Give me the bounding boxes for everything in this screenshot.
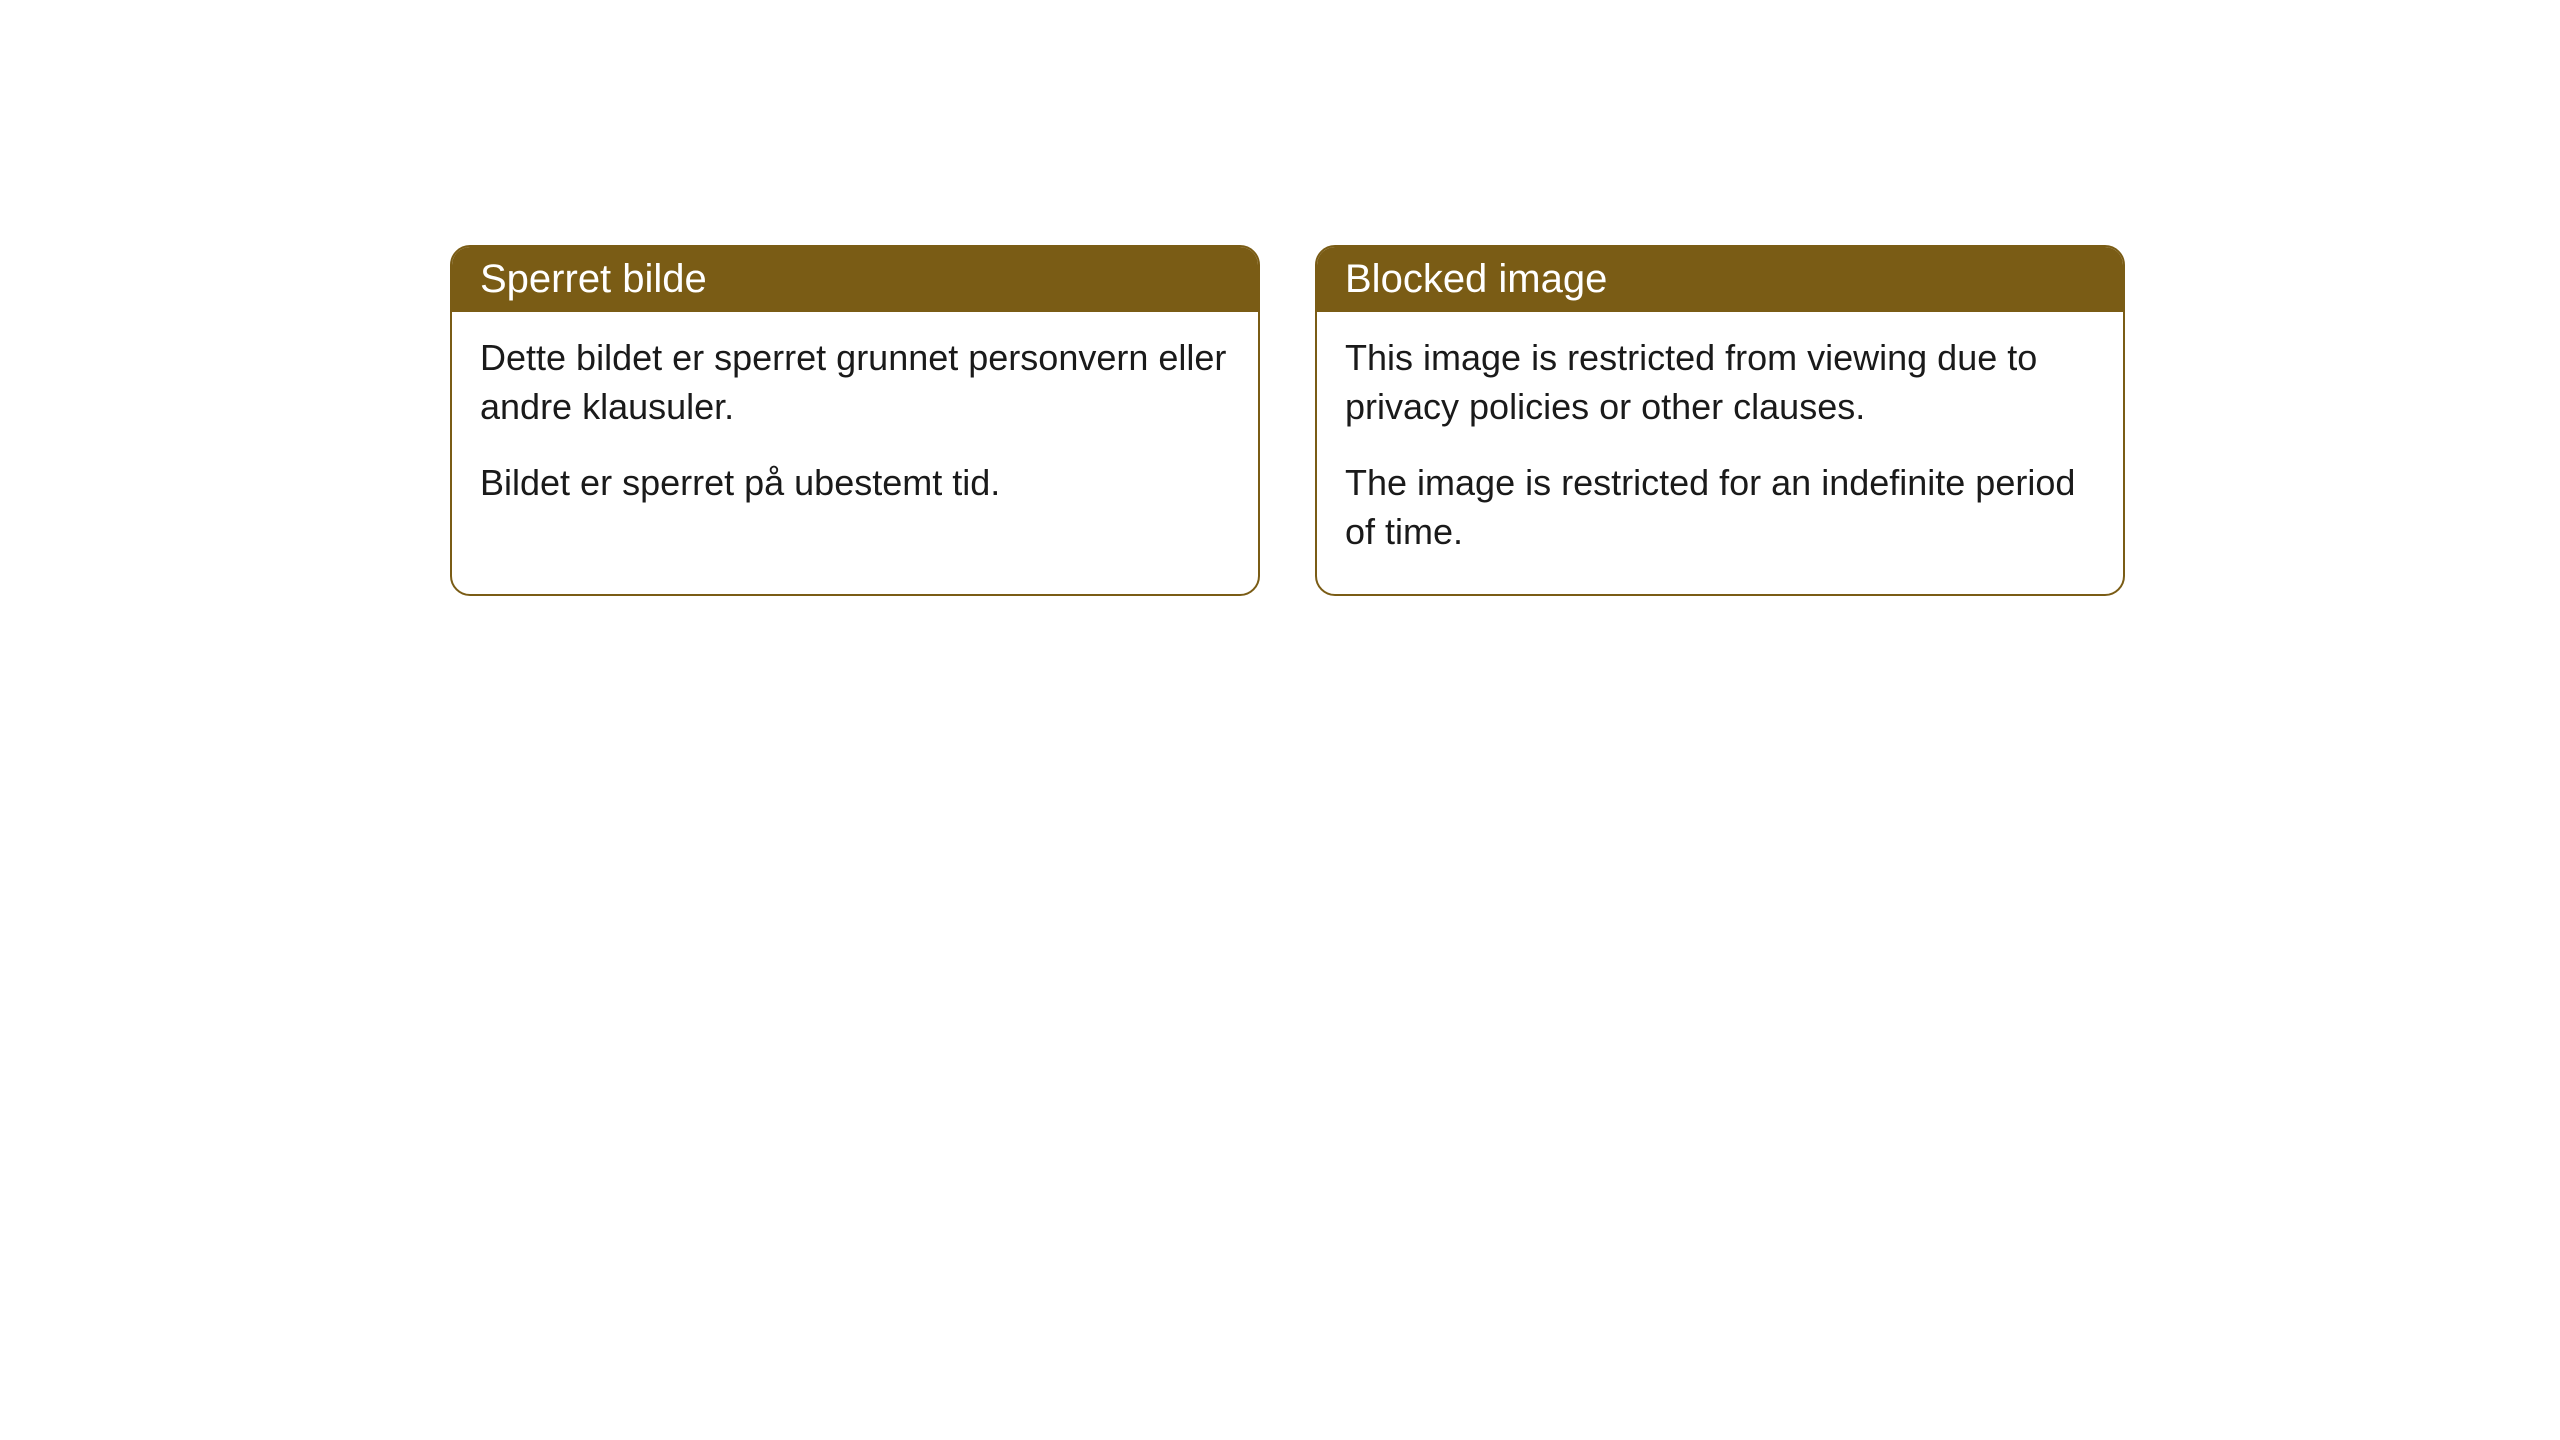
card-paragraph-2: The image is restricted for an indefinit… xyxy=(1345,459,2095,556)
card-paragraph-1: This image is restricted from viewing du… xyxy=(1345,334,2095,431)
card-title: Sperret bilde xyxy=(480,257,707,301)
card-body-english: This image is restricted from viewing du… xyxy=(1317,312,2123,594)
notice-card-norwegian: Sperret bilde Dette bildet er sperret gr… xyxy=(450,245,1260,596)
notice-card-english: Blocked image This image is restricted f… xyxy=(1315,245,2125,596)
notice-cards-container: Sperret bilde Dette bildet er sperret gr… xyxy=(450,245,2560,596)
card-title: Blocked image xyxy=(1345,257,1607,301)
card-header-norwegian: Sperret bilde xyxy=(452,247,1258,312)
card-header-english: Blocked image xyxy=(1317,247,2123,312)
card-paragraph-1: Dette bildet er sperret grunnet personve… xyxy=(480,334,1230,431)
card-body-norwegian: Dette bildet er sperret grunnet personve… xyxy=(452,312,1258,546)
card-paragraph-2: Bildet er sperret på ubestemt tid. xyxy=(480,459,1230,508)
